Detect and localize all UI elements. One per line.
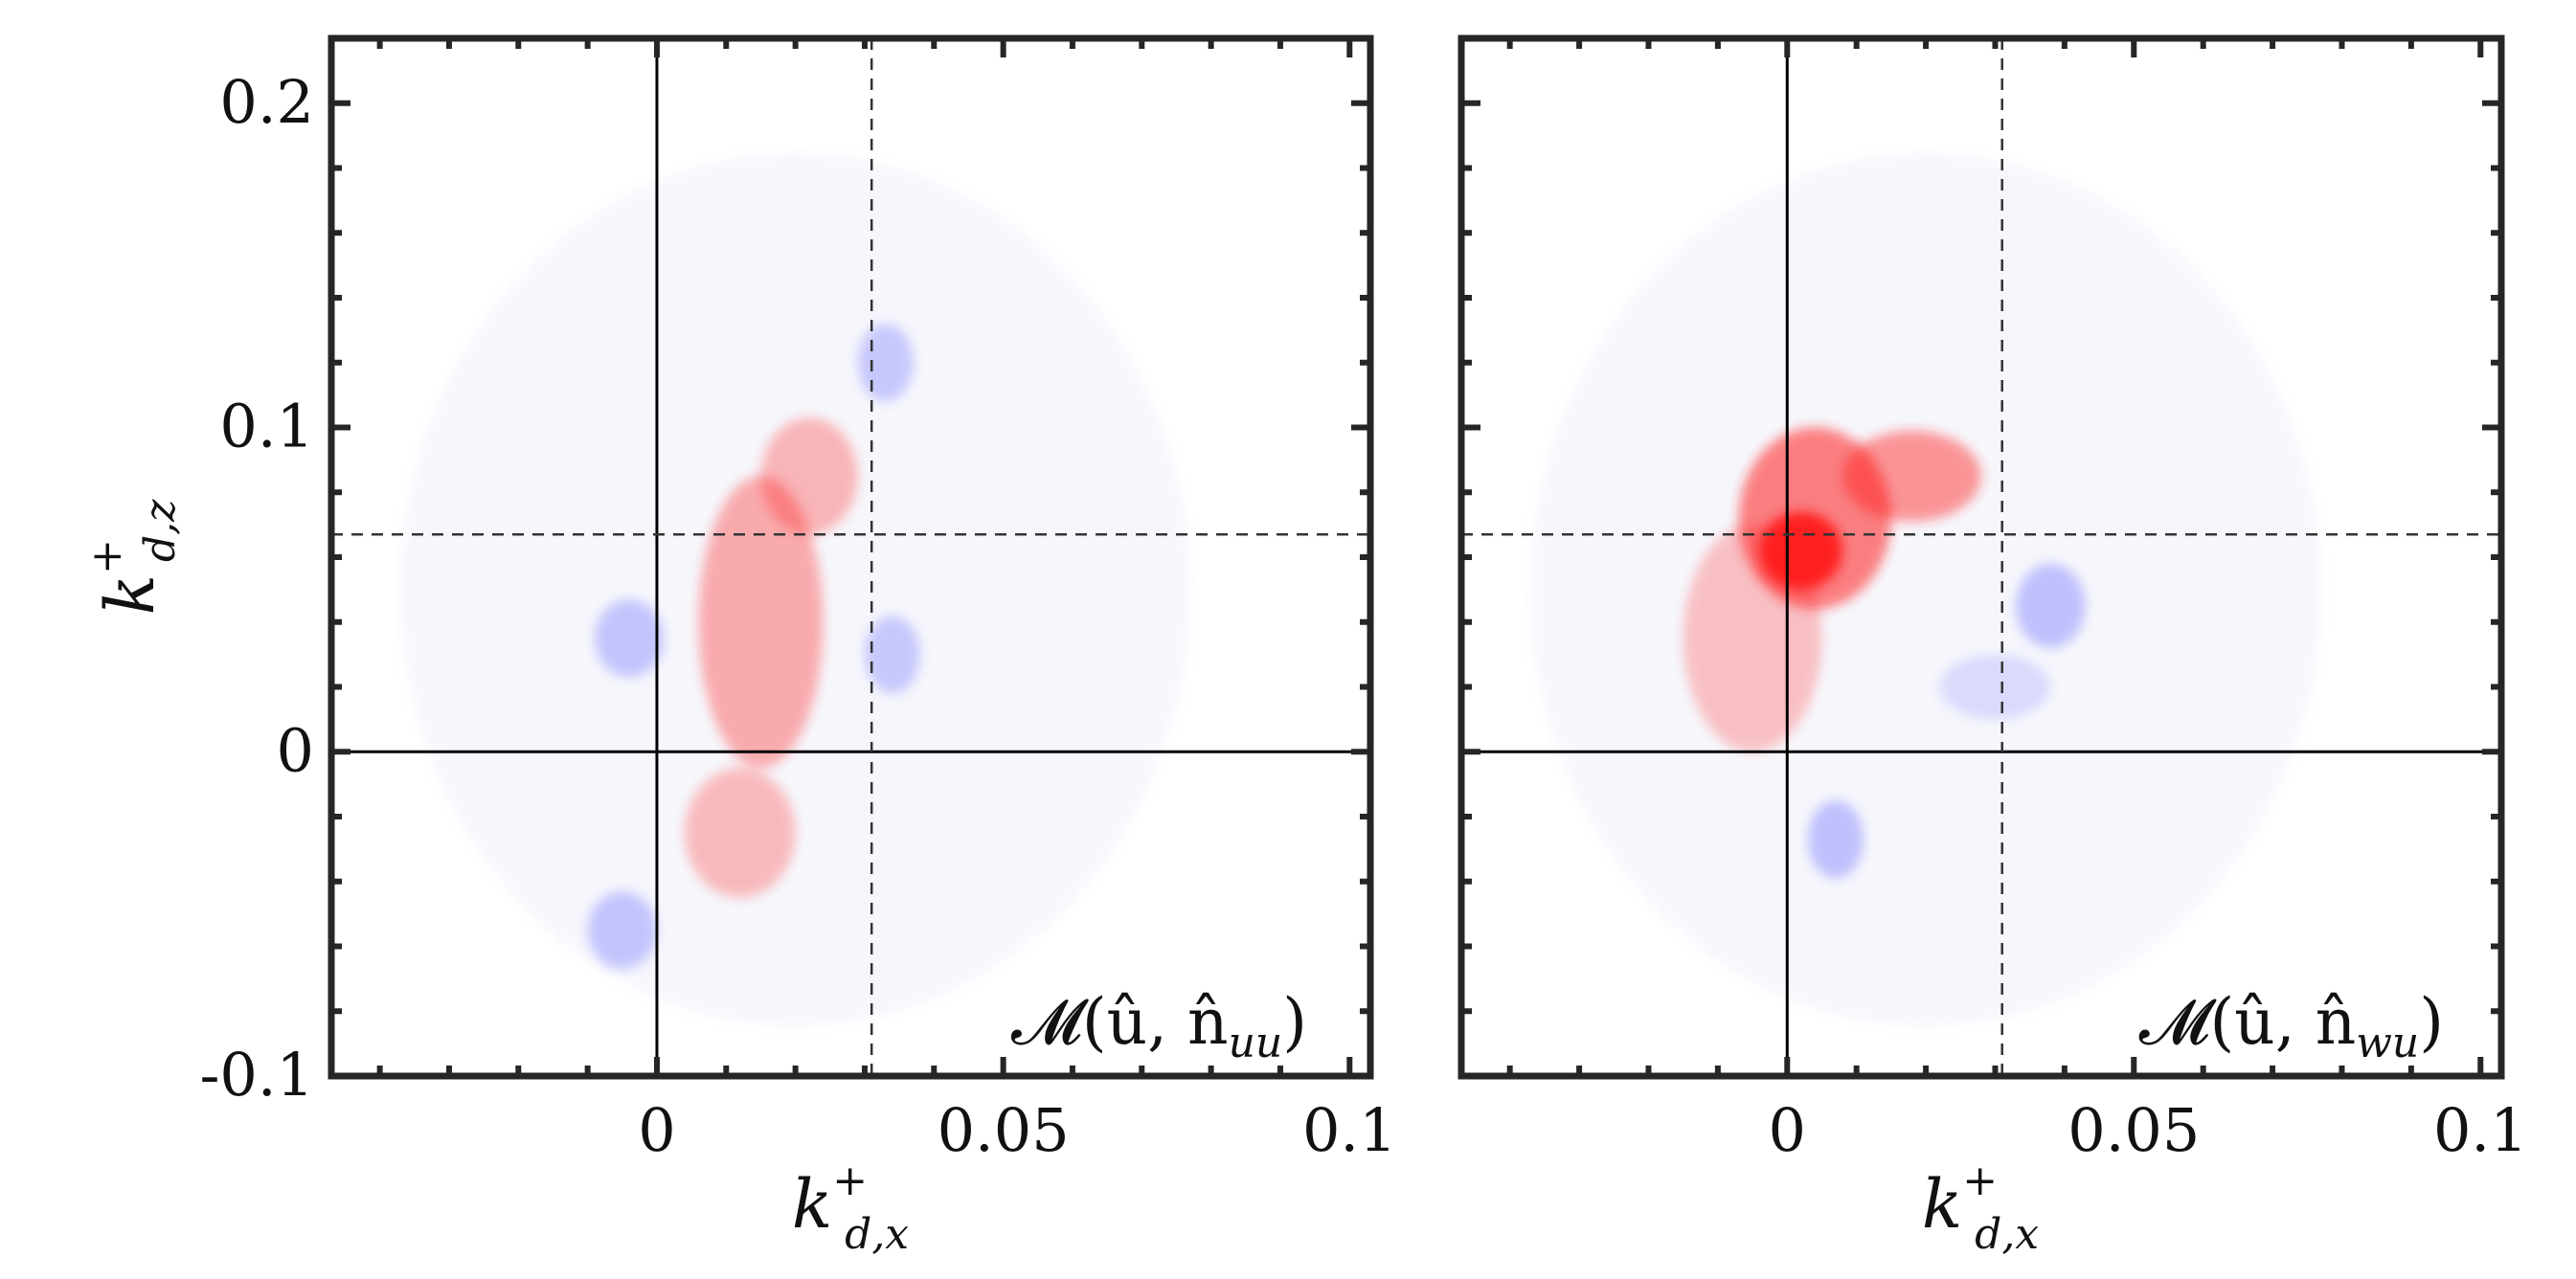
right-axes-frame — [1457, 34, 2505, 1080]
left-heatmap-blob-2 — [684, 768, 796, 898]
left-xlabel-sup: + — [832, 1156, 868, 1205]
left-panel-label-close: ) — [1282, 985, 1307, 1059]
left-ylabel: k+ d,z — [82, 499, 185, 615]
left-panel-label-sub: uu — [1229, 1019, 1283, 1067]
left-heatmap-blob-1 — [760, 417, 858, 535]
right-heatmap-blob-6 — [1808, 800, 1864, 879]
right-xlabel-sup: + — [1962, 1156, 1998, 1205]
left-panel-label: 𝓜(û, n̂uu) — [1011, 985, 1307, 1067]
right-panel-label-main: 𝓜(û, n̂ — [2139, 985, 2357, 1059]
right-x-tick-label-0: 0 — [1769, 1095, 1806, 1165]
left-heatmap-blob-3 — [594, 599, 665, 678]
right-reference-lines — [1461, 38, 2501, 1076]
left-xlabel: k+ d,x — [792, 1156, 909, 1259]
left-tick-labels: 0 0.05 0.1 -0.1 0 0.1 0.2 — [199, 67, 1396, 1165]
left-x-tick-label-2: 0.1 — [1302, 1095, 1397, 1165]
left-y-tick-label-1: 0 — [277, 715, 314, 785]
right-panel: 0 0.05 0.1 𝓜(û, n̂wu) k+ d,x — [1457, 34, 2528, 1259]
left-y-tick-label-2: 0.1 — [219, 392, 314, 461]
left-xlabel-sub: d,x — [845, 1210, 909, 1259]
left-heatmap-blob-6 — [857, 324, 914, 402]
left-axes-frame — [328, 34, 1374, 1080]
right-heatmap-blob-4 — [2016, 563, 2086, 648]
right-xlabel-k: k — [1922, 1165, 1962, 1244]
left-xlabel-k: k — [792, 1165, 832, 1244]
right-heatmap-blob-5 — [1939, 654, 2051, 720]
right-x-tick-label-1: 0.05 — [2068, 1095, 2200, 1165]
left-ylabel-k: k — [91, 574, 169, 615]
right-panel-label-sub: wu — [2356, 1019, 2419, 1067]
left-x-tick-label-0: 0 — [638, 1095, 675, 1165]
right-heatmap-blob-3 — [1683, 525, 1822, 752]
left-panel: 0 0.05 0.1-0.100.10.2 𝓜(û, n̂uu) k+ d,x k+ d… — [82, 34, 1397, 1259]
left-heatmap-blob-0 — [698, 476, 824, 769]
left-panel-label-main: 𝓜(û, n̂ — [1011, 985, 1229, 1059]
right-heatmap-wash — [1530, 153, 2321, 1026]
left-y-tick-label-0: -0.1 — [199, 1040, 314, 1110]
left-heatmap-blob-5 — [864, 615, 920, 694]
right-tick-labels: 0 0.05 0.1 — [1769, 1095, 2528, 1165]
right-xlabel: k+ d,x — [1922, 1156, 2039, 1259]
left-heatmap — [400, 153, 1190, 1026]
left-heatmap-blob-4 — [587, 890, 657, 970]
left-reference-lines — [331, 38, 1370, 1076]
left-ylabel-sub: d,z — [136, 499, 185, 562]
right-x-tick-label-2: 0.1 — [2433, 1095, 2528, 1165]
right-panel-label: 𝓜(û, n̂wu) — [2139, 985, 2444, 1067]
right-panel-label-close: ) — [2419, 985, 2444, 1059]
left-y-tick-label-3: 0.2 — [219, 67, 314, 137]
left-x-tick-label-1: 0.05 — [938, 1095, 1070, 1165]
right-xlabel-sub: d,x — [1975, 1210, 2039, 1259]
right-heatmap-blob-2 — [1842, 430, 1981, 522]
right-heatmap — [1530, 153, 2321, 1026]
left-ylabel-sup: + — [82, 539, 131, 574]
